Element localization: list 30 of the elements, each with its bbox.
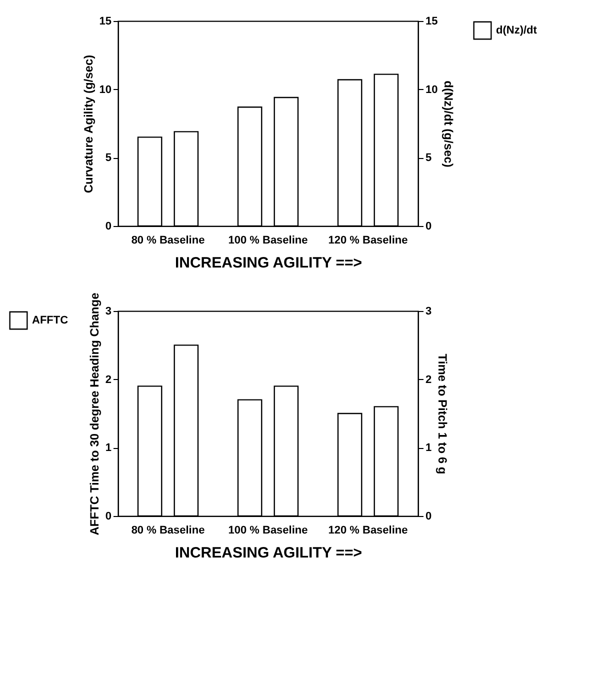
y-tick-label: 10 bbox=[99, 84, 112, 96]
legend-label: AFFTC bbox=[32, 314, 68, 326]
y-axis-title: AFFTC Time to 30 degree Heading Change bbox=[87, 292, 102, 536]
x-tick-label: 120 % Baseline bbox=[328, 234, 408, 246]
y2-tick-label: 1 bbox=[426, 442, 432, 454]
legend-label: d(Nz)/dt bbox=[496, 24, 538, 36]
y2-tick-label: 3 bbox=[426, 306, 432, 318]
y2-axis-title: d(Nz)/dt (g/sec) bbox=[442, 80, 456, 168]
y-tick-label: 15 bbox=[99, 16, 112, 28]
y2-tick-label: 5 bbox=[426, 152, 432, 164]
y-tick-label: 5 bbox=[105, 152, 112, 164]
y2-tick-label: 15 bbox=[426, 16, 438, 28]
x-tick-label: 100 % Baseline bbox=[228, 524, 308, 536]
y2-tick-label: 0 bbox=[426, 510, 432, 522]
y-tick-label: 2 bbox=[105, 374, 112, 386]
y2-tick-label: 0 bbox=[426, 220, 432, 232]
y2-tick-label: 10 bbox=[426, 84, 438, 96]
x-tick-label: 80 % Baseline bbox=[131, 234, 205, 246]
x-tick-label: 100 % Baseline bbox=[228, 234, 308, 246]
x-axis-title: INCREASING AGILITY ==> bbox=[174, 254, 362, 272]
x-tick-label: 80 % Baseline bbox=[131, 524, 205, 536]
y-tick-label: 3 bbox=[105, 306, 112, 318]
x-tick-label: 120 % Baseline bbox=[328, 524, 408, 536]
x-axis-title: INCREASING AGILITY ==> bbox=[174, 544, 362, 562]
y2-tick-label: 2 bbox=[426, 374, 432, 386]
y-tick-label: 0 bbox=[105, 220, 112, 232]
y-axis-title: Curvature Agility (g/sec) bbox=[81, 54, 96, 194]
y-tick-label: 0 bbox=[105, 510, 112, 522]
y-tick-label: 1 bbox=[105, 442, 112, 454]
y2-axis-title: Time to Pitch 1 to 6 g bbox=[436, 354, 450, 474]
